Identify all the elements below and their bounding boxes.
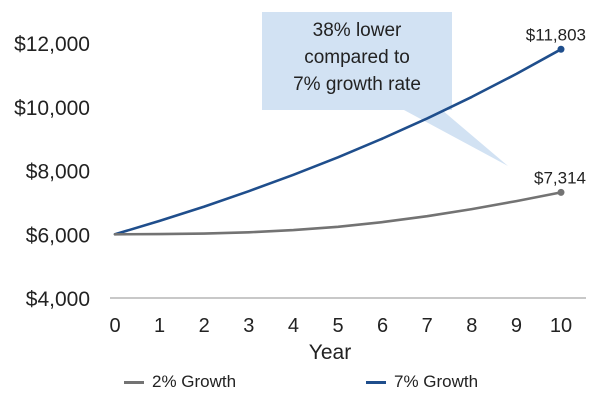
annotation-line-2: compared to [304, 47, 410, 68]
legend-item-7pct: 7% Growth [366, 372, 478, 392]
x-axis-ticks: 0 1 2 3 4 5 6 7 8 9 10 [109, 315, 572, 337]
x-tick-label: 7 [422, 315, 433, 337]
annotation-line-3: 7% growth rate [293, 74, 421, 95]
x-tick-label: 0 [109, 315, 120, 337]
x-tick-label: 2 [199, 315, 210, 337]
y-axis-ticks: $4,000 $6,000 $8,000 $10,000 $12,000 [14, 33, 90, 311]
series-line-7pct [113, 48, 563, 236]
annotation-box [262, 12, 508, 166]
legend-item-2pct: 2% Growth [124, 372, 236, 392]
y-tick-label: $4,000 [26, 288, 90, 311]
x-tick-label: 10 [550, 315, 572, 337]
legend-label-2pct: 2% Growth [152, 372, 237, 391]
legend-label-7pct: 7% Growth [394, 372, 479, 391]
x-tick-label: 8 [466, 315, 477, 337]
legend-swatch-2pct [124, 380, 144, 384]
series-group: $11,803 $7,314 [113, 25, 586, 236]
growth-chart: $4,000 $6,000 $8,000 $10,000 $12,000 0 1 2 3 4 5 6… [14, 12, 586, 364]
x-tick-label: 4 [288, 315, 299, 337]
legend-swatch-7pct [366, 380, 386, 384]
legend: 2% Growth 7% Growth [0, 370, 592, 394]
y-tick-label: $10,000 [14, 97, 90, 120]
x-tick-label: 1 [154, 315, 165, 337]
end-value-label-7pct: $11,803 [526, 25, 586, 44]
y-tick-label: $8,000 [26, 161, 90, 184]
x-tick-label: 6 [377, 315, 388, 337]
annotation-callout: 38% lower compared to 7% growth rate [262, 12, 508, 166]
end-value-label-2pct: $7,314 [534, 168, 586, 187]
y-tick-label: $12,000 [14, 33, 90, 56]
y-tick-label: $6,000 [26, 224, 90, 247]
series-endpoint-2pct [557, 188, 565, 196]
series-endpoint-7pct [557, 45, 565, 53]
annotation-line-1: 38% lower [313, 20, 402, 41]
x-axis-title: Year [309, 341, 351, 364]
series-line-2pct [113, 191, 563, 236]
x-tick-label: 3 [243, 315, 254, 337]
x-tick-label: 5 [332, 315, 343, 337]
x-tick-label: 9 [511, 315, 522, 337]
